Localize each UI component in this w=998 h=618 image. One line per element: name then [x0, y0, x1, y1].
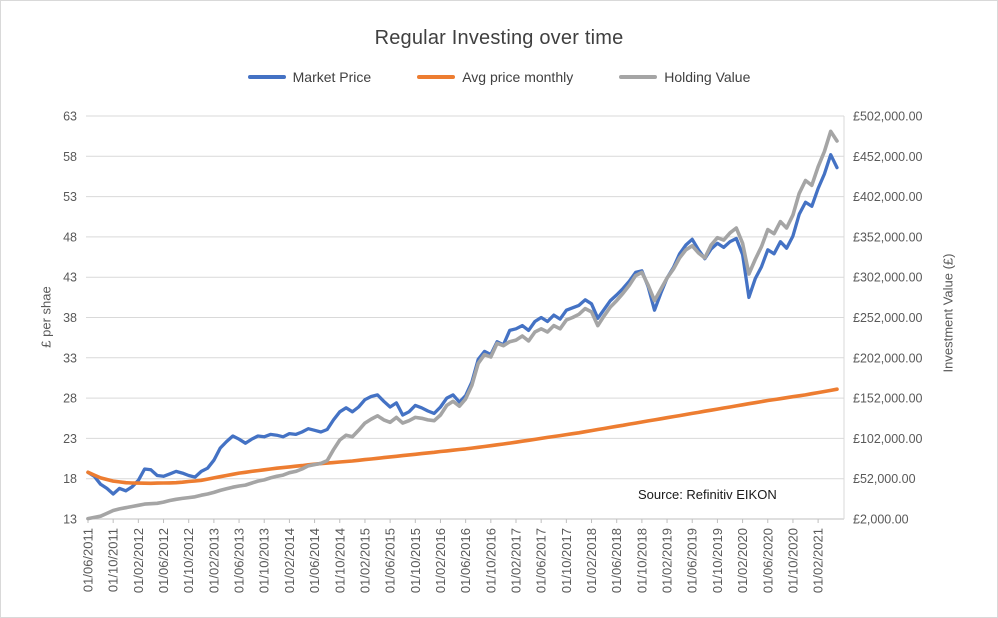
- legend-item-holding-value: Holding Value: [619, 69, 750, 85]
- svg-text:01/02/2014: 01/02/2014: [282, 528, 297, 593]
- x-axis-tick-labels: 01/06/2011 01/10/2011 01/02/2012 01/06/2012…: [81, 519, 826, 593]
- svg-text:01/06/2017: 01/06/2017: [534, 528, 549, 593]
- legend-swatch-holding-value: [619, 74, 658, 80]
- svg-text:01/06/2011: 01/06/2011: [81, 528, 96, 592]
- svg-text:13: 13: [63, 513, 77, 527]
- svg-text:48: 48: [63, 230, 77, 244]
- svg-text:01/02/2012: 01/02/2012: [131, 528, 146, 593]
- svg-text:01/10/2014: 01/10/2014: [332, 528, 347, 593]
- legend-label: Market Price: [292, 69, 372, 85]
- svg-text:01/02/2021: 01/02/2021: [811, 528, 826, 593]
- svg-text:18: 18: [63, 472, 77, 486]
- svg-text:43: 43: [63, 271, 77, 285]
- svg-text:01/02/2018: 01/02/2018: [584, 528, 599, 593]
- svg-text:01/06/2014: 01/06/2014: [307, 528, 322, 593]
- svg-text:01/02/2020: 01/02/2020: [735, 528, 750, 593]
- svg-text:01/02/2013: 01/02/2013: [206, 528, 221, 593]
- svg-text:£352,000.00: £352,000.00: [853, 230, 923, 244]
- legend-swatch-avg-price: [417, 74, 456, 80]
- svg-text:01/06/2015: 01/06/2015: [383, 528, 398, 593]
- svg-text:01/10/2020: 01/10/2020: [785, 528, 800, 593]
- legend: Market Price Avg price monthly Holding V…: [1, 69, 997, 85]
- svg-text:01/10/2017: 01/10/2017: [559, 528, 574, 593]
- series-line-avg-price-monthly: [86, 387, 839, 486]
- legend-item-avg-price: Avg price monthly: [417, 69, 573, 85]
- svg-text:01/10/2011: 01/10/2011: [106, 528, 121, 592]
- right-axis-title: Investment Value (£): [940, 253, 956, 373]
- left-axis-title: £ per shae: [38, 286, 54, 348]
- svg-text:01/10/2013: 01/10/2013: [257, 528, 272, 593]
- svg-text:01/10/2012: 01/10/2012: [181, 528, 196, 593]
- svg-text:53: 53: [63, 190, 77, 204]
- svg-text:01/10/2015: 01/10/2015: [408, 528, 423, 593]
- svg-text:01/10/2018: 01/10/2018: [634, 528, 649, 593]
- svg-text:£302,000.00: £302,000.00: [853, 271, 923, 285]
- svg-text:01/02/2019: 01/02/2019: [660, 528, 675, 593]
- svg-text:33: 33: [63, 351, 77, 365]
- legend-swatch-market-price: [247, 74, 286, 80]
- svg-text:63: 63: [63, 110, 77, 124]
- svg-text:£502,000.00: £502,000.00: [853, 110, 923, 124]
- svg-text:01/02/2015: 01/02/2015: [357, 528, 372, 593]
- legend-label: Avg price monthly: [462, 69, 574, 85]
- legend-item-market-price: Market Price: [247, 69, 372, 85]
- source-note: Source: Refinitiv EIKON: [638, 487, 777, 502]
- svg-text:01/06/2016: 01/06/2016: [458, 528, 473, 593]
- svg-text:£102,000.00: £102,000.00: [853, 432, 923, 446]
- svg-text:£202,000.00: £202,000.00: [853, 351, 923, 365]
- svg-text:01/02/2017: 01/02/2017: [509, 528, 524, 593]
- svg-text:23: 23: [63, 432, 77, 446]
- svg-text:01/02/2016: 01/02/2016: [433, 528, 448, 593]
- series-line-market-price: [86, 153, 839, 496]
- svg-text:01/10/2019: 01/10/2019: [710, 528, 725, 593]
- svg-text:28: 28: [63, 392, 77, 406]
- svg-text:01/06/2013: 01/06/2013: [232, 528, 247, 593]
- svg-text:£402,000.00: £402,000.00: [853, 190, 923, 204]
- svg-text:01/06/2019: 01/06/2019: [685, 528, 700, 593]
- gridlines: [86, 115, 844, 520]
- svg-text:£52,000.00: £52,000.00: [853, 472, 916, 486]
- svg-text:£152,000.00: £152,000.00: [853, 392, 923, 406]
- series-line-holding-value: [86, 129, 839, 521]
- svg-text:01/06/2012: 01/06/2012: [156, 528, 171, 593]
- svg-text:£252,000.00: £252,000.00: [853, 311, 923, 325]
- svg-text:01/10/2016: 01/10/2016: [483, 528, 498, 593]
- y-axis-tick-labels: 13 £2,000.00 18 £52,000.00 23 £102,000.00 28 £1…: [63, 110, 922, 527]
- svg-text:£452,000.00: £452,000.00: [853, 150, 923, 164]
- svg-text:38: 38: [63, 311, 77, 325]
- chart-title: Regular Investing over time: [374, 27, 624, 49]
- svg-text:01/06/2020: 01/06/2020: [760, 528, 775, 593]
- svg-text:£2,000.00: £2,000.00: [853, 513, 909, 527]
- svg-text:58: 58: [63, 150, 77, 164]
- legend-label: Holding Value: [664, 69, 751, 85]
- svg-text:01/06/2018: 01/06/2018: [609, 528, 624, 593]
